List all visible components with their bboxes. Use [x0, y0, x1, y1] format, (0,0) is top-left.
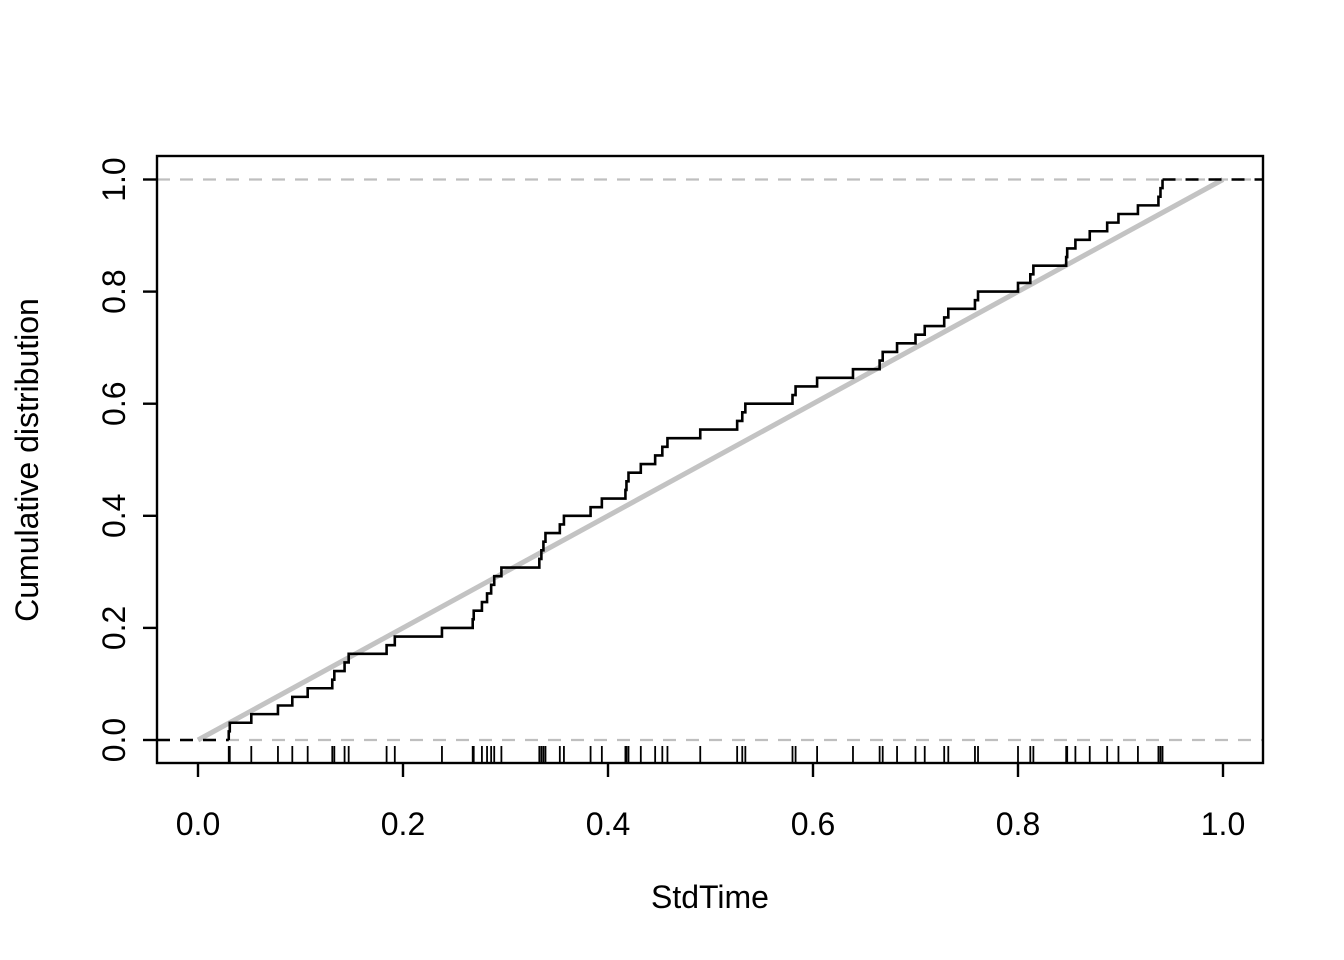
y-tick-label: 0.0 [96, 718, 132, 762]
y-axis-title: Cumulative distribution [9, 298, 45, 622]
plot-box [155, 154, 1265, 765]
ecdf-extension-dashes [157, 178, 1263, 742]
ecdf-step-curve [227, 179, 1164, 740]
y-axis: 0.0 0.2 0.4 0.6 0.8 1.0 [96, 157, 157, 762]
y-tick-label: 0.6 [96, 381, 132, 425]
y-tick-label: 0.8 [96, 269, 132, 313]
x-tick-label: 0.6 [791, 806, 835, 842]
x-tick-label: 0.0 [176, 806, 220, 842]
x-axis: 0.0 0.2 0.4 0.6 0.8 1.0 [176, 763, 1245, 842]
reference-line [196, 177, 1225, 743]
guide-lines [157, 178, 1263, 742]
rug-ticks [227, 746, 1164, 763]
y-tick-label: 0.2 [96, 606, 132, 650]
x-tick-label: 0.8 [996, 806, 1040, 842]
y-tick-label: 0.4 [96, 494, 132, 538]
x-axis-title: StdTime [651, 879, 769, 915]
x-tick-label: 1.0 [1201, 806, 1245, 842]
y-tick-label: 1.0 [96, 157, 132, 201]
x-tick-label: 0.4 [586, 806, 630, 842]
x-tick-label: 0.2 [381, 806, 425, 842]
